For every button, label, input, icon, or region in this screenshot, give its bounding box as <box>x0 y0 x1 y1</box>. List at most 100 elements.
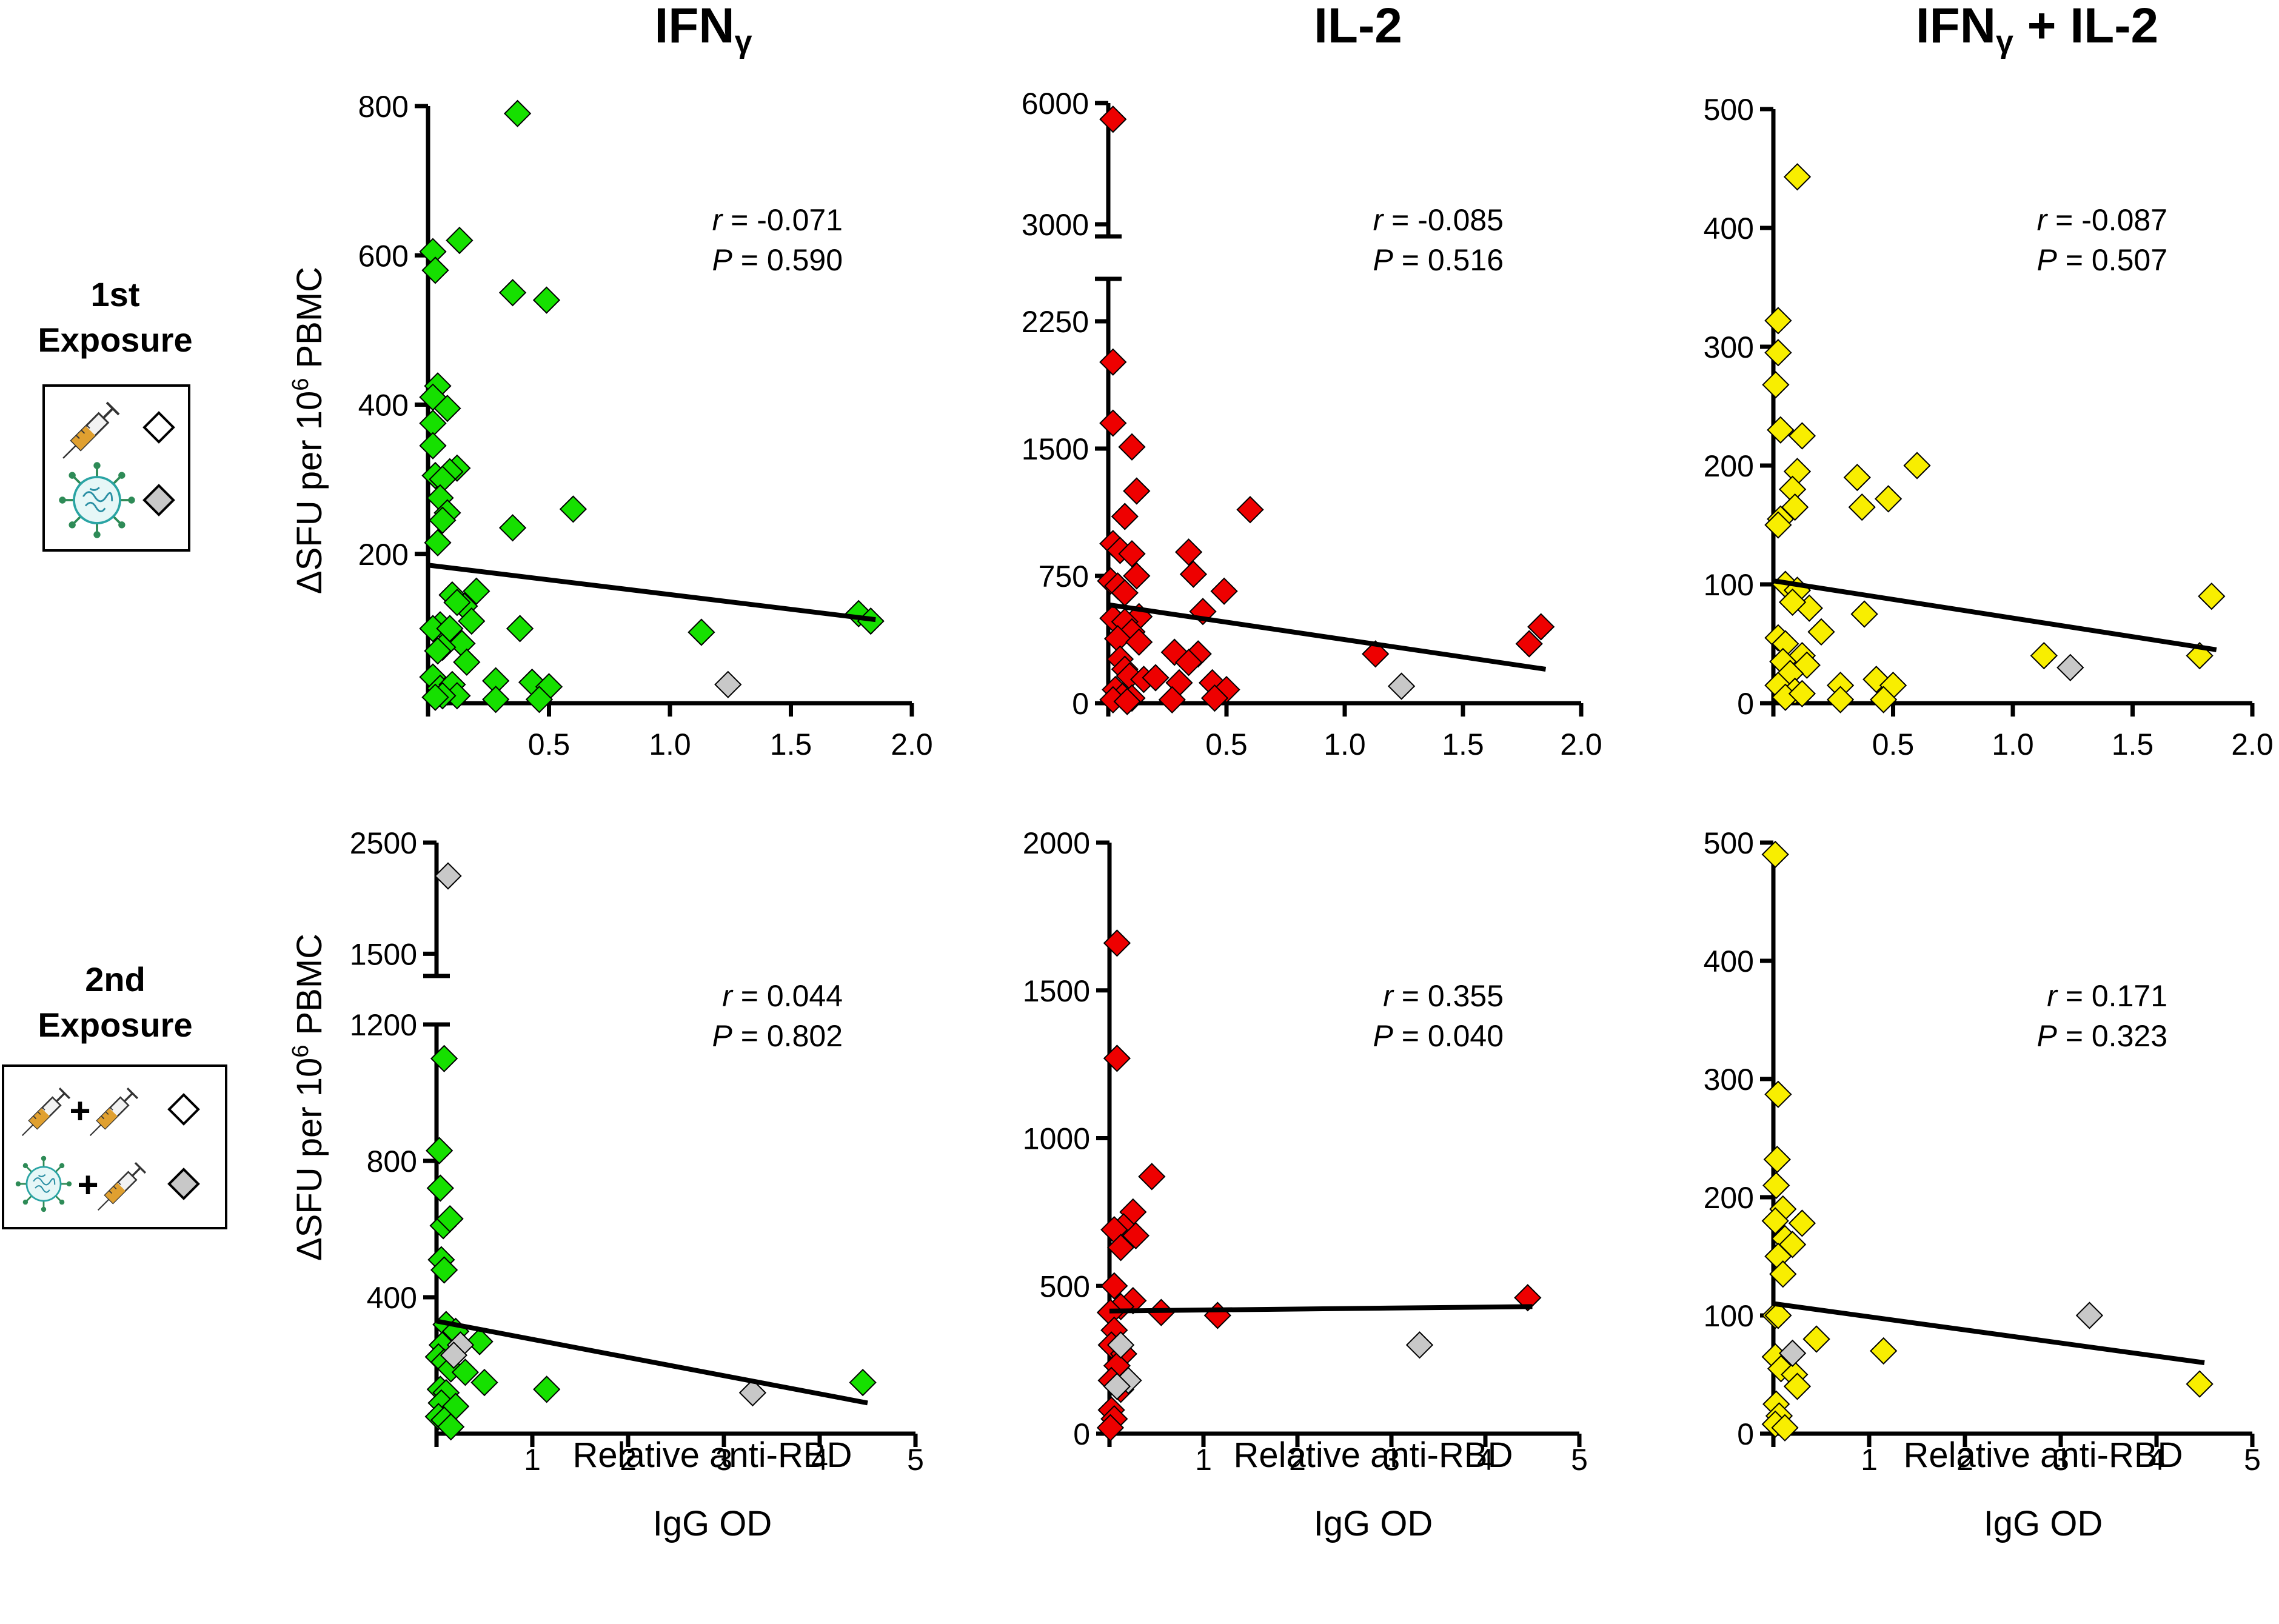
x-tick-label: 1.5 <box>2112 727 2154 761</box>
vaccine-point <box>1783 163 1812 191</box>
regression-line <box>436 1318 868 1406</box>
x-tick-label: 2.0 <box>1560 727 1602 761</box>
vaccine-point <box>1210 577 1238 605</box>
regression-line <box>427 563 876 623</box>
vaccine-point <box>1122 1221 1150 1250</box>
row-label-1st-exposure: Exposure <box>38 321 192 359</box>
vaccine-point <box>1123 477 1151 505</box>
y-tick-label: 1200 <box>350 1008 417 1042</box>
row-label-2nd-exposure: Exposure <box>38 1006 192 1044</box>
vaccine-point <box>1174 649 1203 677</box>
vaccine-point <box>470 1368 498 1397</box>
y-tick-label: 400 <box>1704 944 1754 978</box>
vaccine-point <box>1772 630 1799 658</box>
x-tick-label: 4 <box>811 1443 828 1477</box>
vaccine-point <box>1764 1080 1792 1108</box>
x-tick-label: 2 <box>1956 1443 1973 1477</box>
vaccine-point <box>1807 618 1835 646</box>
row-label-1st: 1st <box>91 275 140 313</box>
vaccine-point <box>1113 687 1141 715</box>
p-value: P = 0.323 <box>2037 1019 2167 1053</box>
plus-sign: + <box>77 1165 98 1205</box>
vaccine-point <box>525 686 554 713</box>
panel-r2c2: 0 500 1000 1500 2000 1 2 3 4 5 r = 0.355 P = 0.040 <box>1023 826 1588 1477</box>
open-diamond-marker <box>142 411 175 444</box>
gray-diamond-marker <box>167 1168 200 1200</box>
r-value: r = -0.071 <box>712 203 843 237</box>
y-tick-label: 800 <box>358 90 409 124</box>
x-tick-label: 3 <box>1383 1443 1400 1477</box>
infection-point <box>434 862 462 890</box>
vaccine-point <box>436 1205 464 1233</box>
vaccine-point <box>437 1413 465 1441</box>
x-axis-label-col2-line1: Relative anti-RBD <box>1234 1435 1513 1475</box>
p-value: P = 0.507 <box>2037 243 2167 277</box>
vaccine-point <box>1763 1145 1791 1174</box>
regression-line <box>1773 578 2217 652</box>
regression-line <box>1108 602 1547 672</box>
x-axis-label-col3-line2: IgG OD <box>1984 1504 2103 1543</box>
vaccine-point <box>421 683 449 711</box>
vaccine-point <box>1096 1414 1125 1442</box>
vaccine-point <box>1783 1372 1812 1400</box>
vaccine-point <box>1762 1171 1790 1200</box>
vaccine-point <box>1123 562 1151 590</box>
vaccine-point <box>1514 1284 1542 1312</box>
vaccine-point <box>463 577 490 605</box>
infection-point <box>1387 672 1416 700</box>
y-axis-label-row1: ΔSFU per 106 PBMC <box>288 267 329 594</box>
row-label-2nd: 2nd <box>85 960 146 998</box>
y-tick-label: 3000 <box>1022 208 1089 242</box>
vaccine-point <box>433 395 461 423</box>
infection-point <box>1103 1372 1131 1400</box>
panel-r1c3: 0 100 200 300 400 500 0.5 1.0 1.5 2.0 r = -0.087 P … <box>1704 93 2274 761</box>
y-tick-label: 6000 <box>1022 87 1089 121</box>
vaccine-point <box>430 1044 458 1072</box>
y-tick-label: 2250 <box>1022 305 1089 339</box>
x-tick-label: 3 <box>715 1443 732 1477</box>
y-tick-label: 100 <box>1704 1299 1754 1333</box>
infection-point <box>2075 1302 2104 1329</box>
vaccine-point <box>1826 686 1855 713</box>
y-tick-label: 1500 <box>1022 432 1089 466</box>
vaccine-point <box>1778 475 1807 503</box>
p-value: P = 0.802 <box>712 1019 843 1053</box>
vaccine-point <box>1771 1414 1799 1442</box>
p-value: P = 0.590 <box>712 243 843 277</box>
gray-diamond-marker <box>142 484 175 516</box>
panel-r2c3: 0 100 200 300 400 500 1 2 3 4 5 r = 0.171 P = 0.323 <box>1704 826 2261 1477</box>
x-tick-label: 2 <box>1289 1443 1306 1477</box>
vaccine-point <box>421 256 449 284</box>
r-value: r = 0.171 <box>2047 979 2167 1013</box>
y-tick-label: 2000 <box>1023 826 1090 860</box>
vaccine-point <box>1103 624 1132 653</box>
plus-sign: + <box>69 1091 90 1131</box>
x-tick-label: 5 <box>1571 1443 1588 1477</box>
vaccine-point <box>498 279 527 307</box>
panel-r1c2: 0 750 1500 2250 3000 6000 0.5 1.0 1.5 2.0 r = -0.0… <box>1022 87 1602 761</box>
vaccine-point <box>506 615 534 643</box>
vaccine-point <box>1850 600 1878 628</box>
vaccine-point <box>1118 433 1146 461</box>
infection-point <box>738 1378 767 1407</box>
infection-point <box>440 1341 468 1369</box>
vaccine-point <box>1200 684 1229 712</box>
vaccine-point <box>1870 686 1898 713</box>
vaccine-point <box>429 465 457 493</box>
y-tick-label: 400 <box>1704 212 1754 246</box>
vaccine-point <box>1769 1260 1797 1288</box>
infection-point <box>714 670 742 698</box>
vaccine-point <box>1099 409 1127 437</box>
vaccine-point <box>443 589 471 617</box>
vaccine-point <box>688 618 715 646</box>
x-tick-label: 2 <box>620 1443 637 1477</box>
y-tick-label: 800 <box>367 1144 417 1178</box>
legend-1st-exposure <box>42 384 190 552</box>
x-tick-label: 1.0 <box>1992 727 2034 761</box>
vaccine-point <box>1761 840 1789 869</box>
y-tick-label: 1000 <box>1023 1122 1090 1156</box>
vaccine-point <box>1179 560 1208 588</box>
vaccine-point <box>1762 371 1790 399</box>
r-value: r = 0.044 <box>722 979 843 1013</box>
